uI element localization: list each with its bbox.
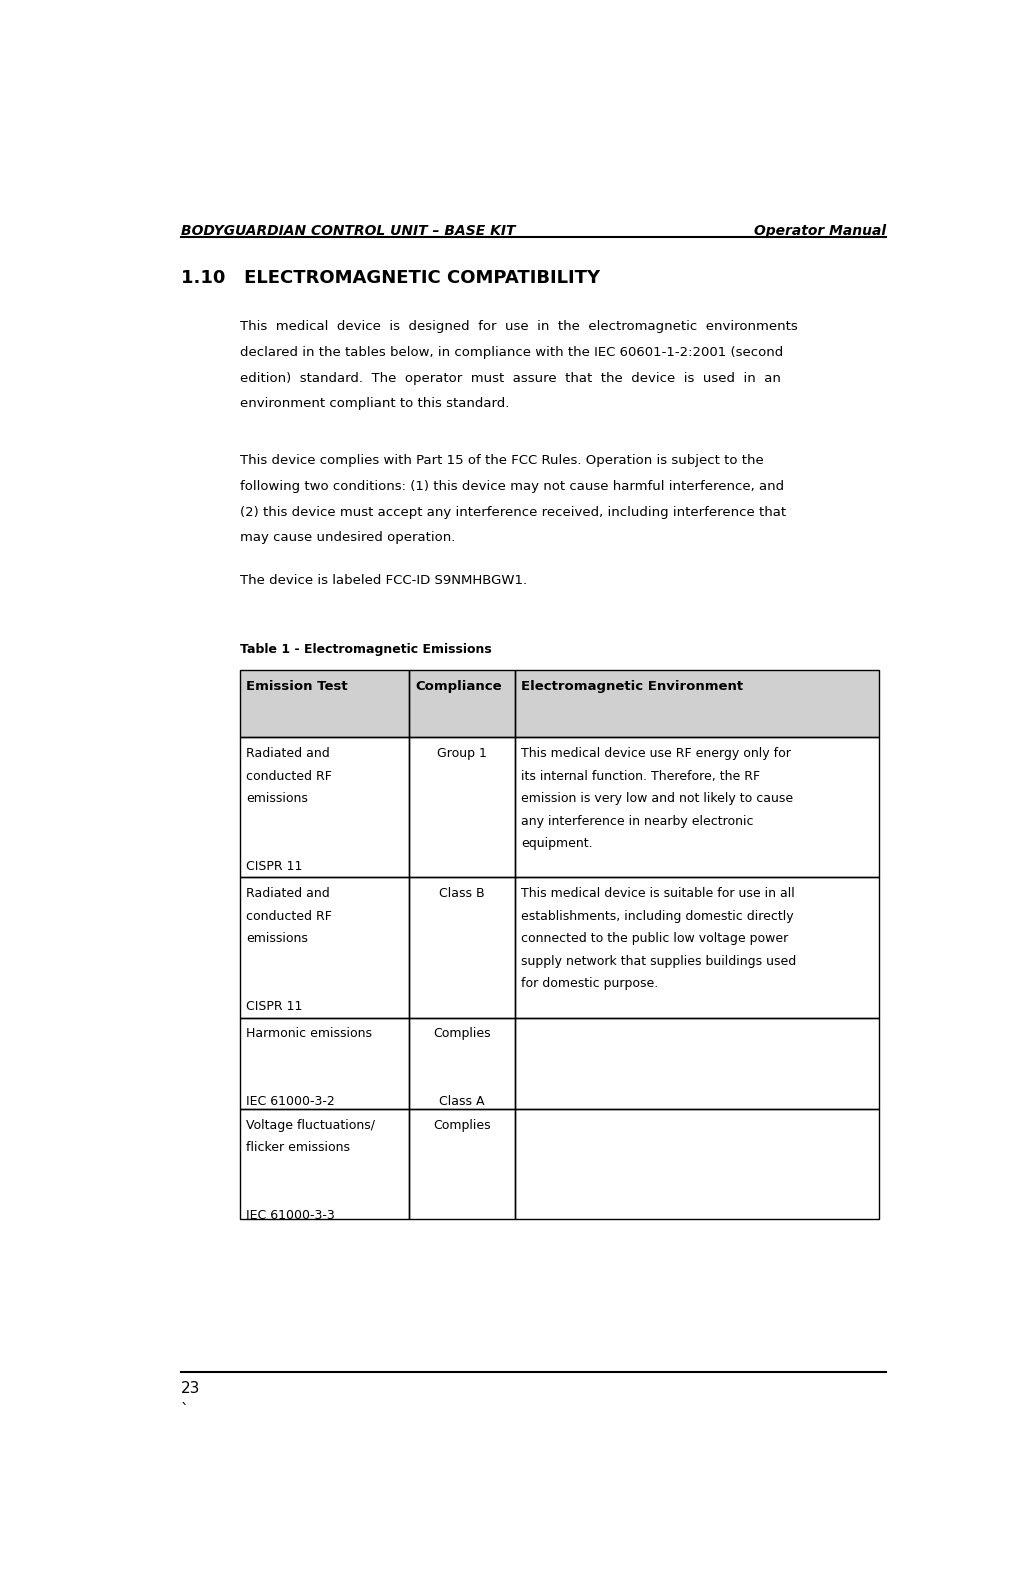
Text: emissions: emissions (247, 792, 308, 806)
Text: Compliance: Compliance (416, 681, 502, 693)
Bar (515, 738, 879, 877)
Text: conducted RF: conducted RF (247, 910, 333, 923)
Text: 23: 23 (181, 1380, 200, 1396)
Text: Radiated and: Radiated and (247, 747, 330, 760)
Bar (240, 877, 409, 1018)
Text: may cause undesired operation.: may cause undesired operation. (240, 532, 455, 545)
Text: Class B: Class B (439, 886, 484, 901)
Bar (240, 670, 409, 738)
Text: The device is labeled FCC-ID S9NMHBGW1.: The device is labeled FCC-ID S9NMHBGW1. (240, 575, 527, 587)
Bar (515, 877, 879, 1018)
Bar (240, 1110, 409, 1219)
Text: Table 1 - Electromagnetic Emissions: Table 1 - Electromagnetic Emissions (240, 643, 491, 657)
Text: Group 1: Group 1 (437, 747, 487, 760)
Text: environment compliant to this standard.: environment compliant to this standard. (240, 397, 510, 410)
Text: connected to the public low voltage power: connected to the public low voltage powe… (521, 932, 789, 945)
Text: conducted RF: conducted RF (247, 769, 333, 782)
Text: any interference in nearby electronic: any interference in nearby electronic (521, 815, 753, 828)
Bar (240, 1018, 409, 1110)
Bar (515, 670, 879, 738)
Bar (409, 670, 515, 738)
Text: equipment.: equipment. (521, 837, 592, 850)
Text: Complies: Complies (433, 1119, 490, 1132)
Text: Voltage fluctuations/: Voltage fluctuations/ (247, 1119, 375, 1132)
Text: This medical device is suitable for use in all: This medical device is suitable for use … (521, 886, 795, 901)
Bar (409, 670, 515, 738)
Text: Harmonic emissions: Harmonic emissions (247, 1027, 372, 1040)
Text: flicker emissions: flicker emissions (247, 1141, 350, 1154)
Text: IEC 61000-3-3: IEC 61000-3-3 (247, 1209, 335, 1222)
Text: CISPR 11: CISPR 11 (247, 1000, 302, 1013)
Text: `: ` (181, 1403, 189, 1418)
Bar (409, 1110, 515, 1219)
Text: This device complies with Part 15 of the FCC Rules. Operation is subject to the: This device complies with Part 15 of the… (240, 454, 763, 467)
Text: IEC 61000-3-2: IEC 61000-3-2 (247, 1095, 335, 1108)
Text: (2) this device must accept any interference received, including interference th: (2) this device must accept any interfer… (240, 505, 787, 519)
Text: Radiated and: Radiated and (247, 886, 330, 901)
Text: BODYGUARDIAN CONTROL UNIT – BASE KIT: BODYGUARDIAN CONTROL UNIT – BASE KIT (181, 225, 516, 237)
Text: emission is very low and not likely to cause: emission is very low and not likely to c… (521, 792, 793, 806)
Bar (515, 1018, 879, 1110)
Text: its internal function. Therefore, the RF: its internal function. Therefore, the RF (521, 769, 760, 782)
Text: supply network that supplies buildings used: supply network that supplies buildings u… (521, 955, 796, 967)
Bar (515, 670, 879, 738)
Text: 1.10   ELECTROMAGNETIC COMPATIBILITY: 1.10 ELECTROMAGNETIC COMPATIBILITY (181, 269, 601, 287)
Text: declared in the tables below, in compliance with the IEC 60601-1-2:2001 (second: declared in the tables below, in complia… (240, 347, 784, 359)
Bar (515, 1110, 879, 1219)
Bar (409, 1018, 515, 1110)
Text: Electromagnetic Environment: Electromagnetic Environment (521, 681, 743, 693)
Bar (409, 877, 515, 1018)
Text: This  medical  device  is  designed  for  use  in  the  electromagnetic  environ: This medical device is designed for use … (240, 320, 798, 334)
Text: emissions: emissions (247, 932, 308, 945)
Text: CISPR 11: CISPR 11 (247, 860, 302, 872)
Text: for domestic purpose.: for domestic purpose. (521, 977, 658, 991)
Text: Emission Test: Emission Test (247, 681, 348, 693)
Text: This medical device use RF energy only for: This medical device use RF energy only f… (521, 747, 791, 760)
Text: Class A: Class A (439, 1095, 484, 1108)
Text: Operator Manual: Operator Manual (754, 225, 887, 237)
Bar (240, 670, 409, 738)
Bar (409, 738, 515, 877)
Text: edition)  standard.  The  operator  must  assure  that  the  device  is  used  i: edition) standard. The operator must ass… (240, 372, 780, 385)
Text: following two conditions: (1) this device may not cause harmful interference, an: following two conditions: (1) this devic… (240, 480, 785, 492)
Text: Complies: Complies (433, 1027, 490, 1040)
Bar (240, 738, 409, 877)
Text: establishments, including domestic directly: establishments, including domestic direc… (521, 910, 794, 923)
